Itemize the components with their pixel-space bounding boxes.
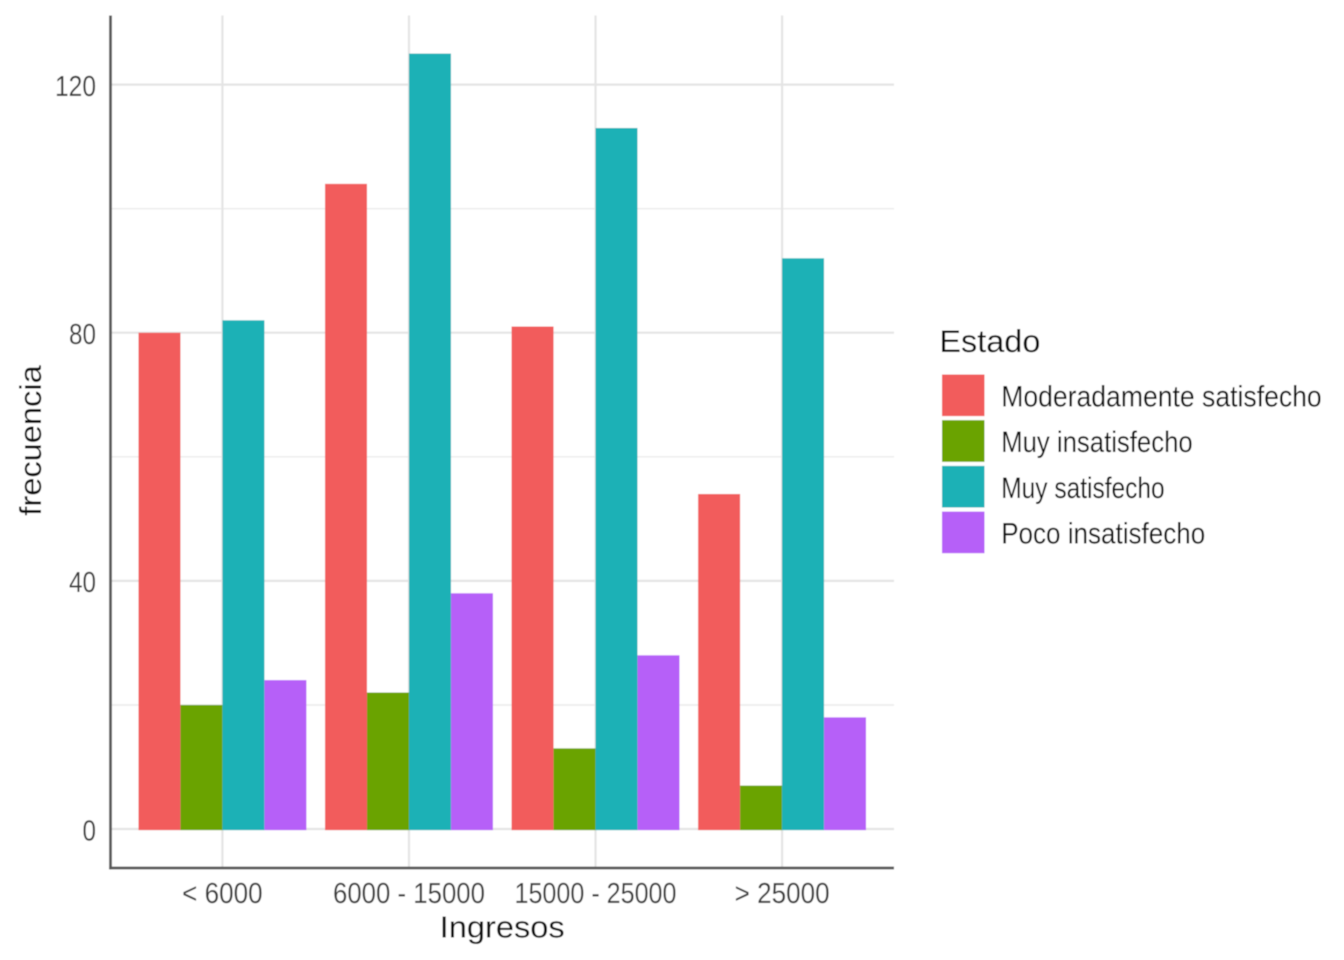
- svg-text:40: 40: [69, 567, 96, 599]
- svg-text:15000 - 25000: 15000 - 25000: [515, 878, 677, 910]
- svg-text:> 25000: > 25000: [735, 878, 830, 910]
- svg-text:Muy satisfecho: Muy satisfecho: [1001, 472, 1164, 505]
- svg-text:frecuencia: frecuencia: [13, 364, 48, 515]
- svg-text:6000 - 15000: 6000 - 15000: [333, 878, 485, 910]
- svg-text:Estado: Estado: [939, 323, 1040, 359]
- svg-text:Moderadamente satisfecho: Moderadamente satisfecho: [1001, 381, 1321, 414]
- svg-text:< 6000: < 6000: [182, 878, 263, 910]
- svg-text:Poco insatisfecho: Poco insatisfecho: [1001, 518, 1205, 551]
- svg-text:80: 80: [69, 319, 96, 351]
- svg-text:0: 0: [83, 815, 97, 847]
- svg-text:Ingresos: Ingresos: [440, 910, 565, 945]
- svg-text:Muy insatisfecho: Muy insatisfecho: [1001, 426, 1192, 459]
- svg-text:120: 120: [55, 71, 96, 103]
